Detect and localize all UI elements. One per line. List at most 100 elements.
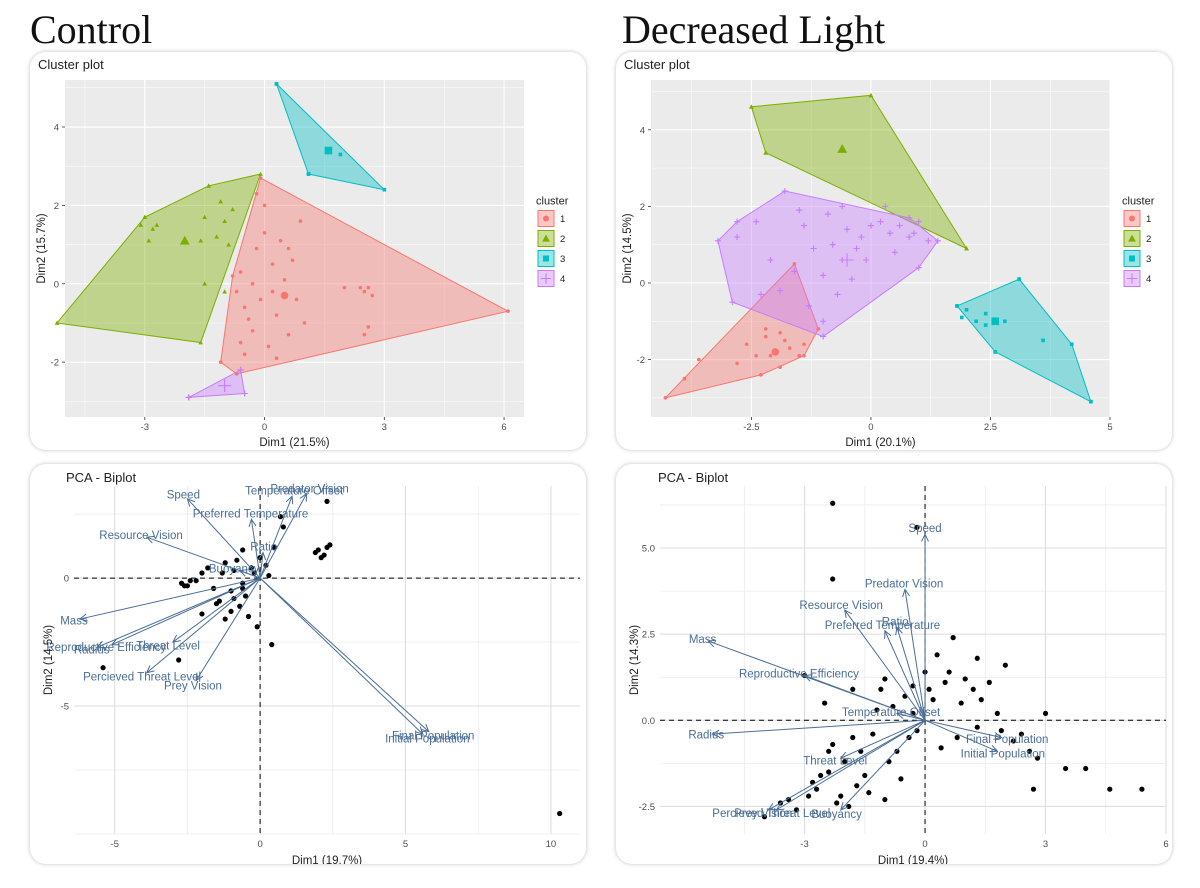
cross-marker	[781, 187, 788, 195]
individual-point	[826, 769, 832, 775]
cross-marker	[891, 249, 898, 256]
circle-marker	[754, 353, 758, 358]
square-marker	[959, 315, 964, 320]
circle-marker	[290, 258, 295, 263]
triangle-marker	[222, 289, 227, 294]
y-tick-label: 2	[54, 201, 59, 212]
individual-point	[1034, 755, 1041, 761]
arrow-head	[711, 729, 720, 738]
variable-arrow	[111, 577, 261, 646]
individual-point	[176, 657, 182, 663]
individual-point	[315, 547, 321, 553]
decreased-light-title: Decreased Light	[622, 7, 886, 52]
circle-marker	[262, 231, 267, 235]
triangle-marker	[258, 171, 263, 176]
square-marker	[306, 172, 311, 176]
individual-point	[1063, 765, 1069, 772]
cluster-center-marker	[324, 146, 333, 155]
triangle-marker	[868, 92, 874, 98]
circle-marker	[246, 317, 251, 321]
cluster-hull	[220, 177, 510, 375]
individual-point	[1002, 662, 1008, 668]
arrow-head	[803, 674, 813, 682]
individual-point	[946, 669, 952, 675]
circle-marker	[258, 297, 263, 302]
cross-marker	[906, 233, 913, 241]
arrow-head	[299, 492, 308, 502]
arrow-head	[707, 639, 717, 648]
circle-marker	[763, 334, 768, 339]
square-marker	[955, 304, 959, 308]
individual-point	[266, 572, 272, 579]
individual-point	[1107, 786, 1113, 792]
legend-label: 1	[560, 214, 565, 225]
y-tick-label: 0	[64, 574, 69, 585]
x-tick-label: 0	[262, 422, 267, 433]
cross-marker	[820, 318, 827, 325]
y-tick-label: -2	[637, 355, 645, 366]
individual-point	[894, 748, 900, 754]
cross-marker	[829, 241, 836, 248]
individual-point	[327, 542, 333, 548]
individual-point	[805, 793, 812, 799]
cross-marker	[800, 222, 808, 229]
y-tick-label: 5.0	[642, 544, 655, 555]
y-axis-label: Dim2 (15.7%)	[36, 213, 48, 283]
cross-marker	[915, 218, 922, 225]
circle-marker	[366, 285, 371, 290]
legend-marker	[542, 234, 550, 242]
cross-marker	[867, 222, 874, 229]
plot-title: Cluster plot	[624, 57, 690, 72]
individual-point	[199, 611, 205, 617]
cross-marker	[839, 203, 846, 210]
variable-label: Mass	[60, 615, 88, 627]
variable-label: Radius	[688, 729, 724, 741]
circle-marker	[254, 191, 259, 196]
circle-marker	[778, 330, 782, 335]
circle-marker	[294, 297, 299, 302]
individual-point	[842, 759, 848, 765]
individual-point	[205, 565, 211, 571]
individual-point	[910, 710, 916, 717]
circle-marker	[218, 360, 223, 364]
variable-arrow	[250, 519, 261, 579]
circle-marker	[230, 274, 235, 278]
x-axis-label: Dim1 (21.5%)	[259, 437, 329, 449]
variable-arrow	[776, 719, 926, 811]
individual-point	[850, 686, 856, 692]
circle-marker	[302, 321, 307, 325]
cross-marker	[805, 302, 812, 310]
variable-label: Temperature Offset	[842, 707, 941, 719]
circle-marker	[744, 342, 749, 347]
circle-marker	[274, 356, 279, 361]
variable-arrow	[896, 627, 926, 721]
arrow-head	[78, 613, 88, 622]
x-tick-label: 6	[501, 422, 506, 433]
circle-marker	[362, 289, 367, 294]
circle-marker	[238, 270, 243, 274]
variable-label: Mass	[689, 634, 717, 646]
cross-marker	[796, 207, 803, 214]
individual-point	[1026, 748, 1033, 754]
individual-point	[1083, 765, 1089, 772]
individual-point	[974, 724, 980, 730]
triangle-marker	[202, 281, 208, 286]
cross-marker	[853, 245, 860, 252]
circle-marker	[663, 396, 668, 400]
circle-marker	[802, 353, 806, 358]
circle-marker	[342, 285, 347, 290]
cross-marker	[757, 291, 765, 298]
individual-point	[219, 570, 225, 576]
arrow-head	[775, 802, 785, 811]
individual-point	[902, 693, 908, 699]
circle-marker	[763, 327, 768, 331]
variable-arrow	[259, 577, 424, 735]
triangle-marker	[749, 104, 754, 109]
cross-marker	[734, 218, 741, 225]
arrow-head	[258, 551, 267, 561]
variable-arrow	[259, 496, 293, 579]
arrow-head	[420, 724, 430, 733]
square-marker	[974, 319, 978, 324]
circle-marker	[250, 281, 255, 286]
cluster-center-marker	[840, 253, 854, 267]
